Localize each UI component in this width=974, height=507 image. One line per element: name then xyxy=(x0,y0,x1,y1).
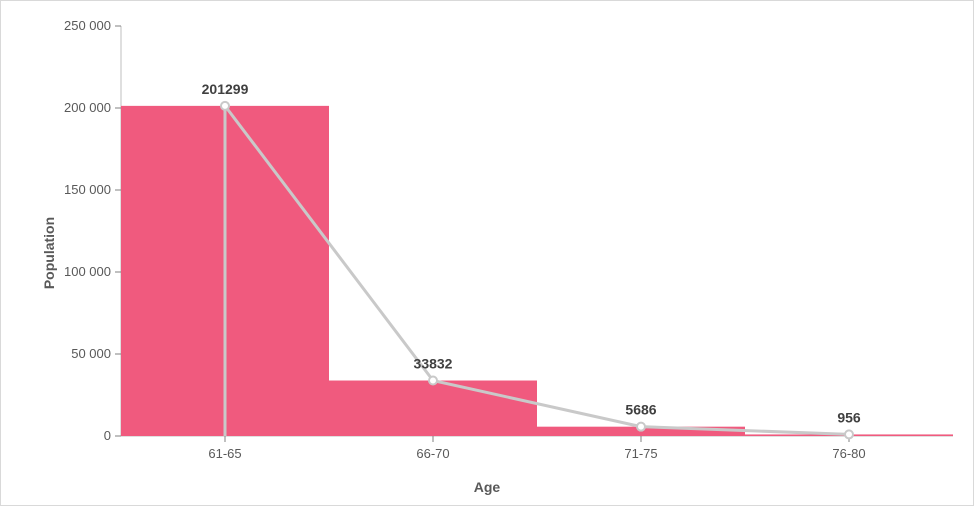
value-label: 956 xyxy=(837,409,861,425)
x-tick-label: 61-65 xyxy=(208,446,241,461)
y-tick-label: 200 000 xyxy=(64,100,111,115)
y-tick-label: 250 000 xyxy=(64,18,111,33)
line-marker xyxy=(221,102,229,110)
value-label: 201299 xyxy=(202,81,249,97)
line-marker xyxy=(637,423,645,431)
y-tick-label: 150 000 xyxy=(64,182,111,197)
y-tick-label: 100 000 xyxy=(64,264,111,279)
value-label: 5686 xyxy=(625,402,656,418)
x-tick-label: 71-75 xyxy=(624,446,657,461)
value-label: 33832 xyxy=(414,356,453,372)
line-marker xyxy=(429,377,437,385)
population-chart: 0 50 000 100 000 150 000 200 000 250 000 61-65… xyxy=(1,1,974,507)
bar xyxy=(329,381,537,436)
x-tick-label: 66-70 xyxy=(416,446,449,461)
chart-frame: Population Age 050 000100 000150 000200 … xyxy=(0,0,974,506)
x-tick-label: 76-80 xyxy=(832,446,865,461)
line-marker xyxy=(845,430,853,438)
y-tick-label: 50 000 xyxy=(71,346,111,361)
y-tick-label: 0 xyxy=(104,428,111,443)
